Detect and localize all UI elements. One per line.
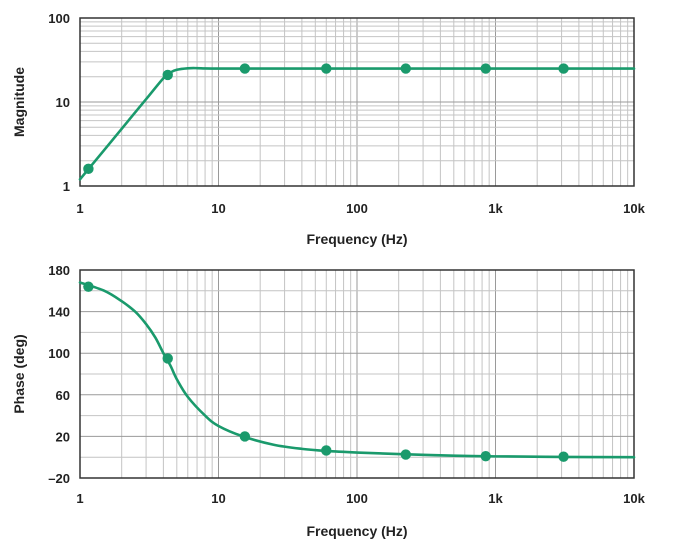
data-point <box>162 69 173 81</box>
data-point <box>400 449 411 460</box>
y-tick-label: 100 <box>48 11 70 26</box>
data-point <box>162 353 173 364</box>
x-tick-label: 1 <box>76 201 83 216</box>
data-point <box>558 451 569 462</box>
x-axis-label: Frequency (Hz) <box>306 523 407 539</box>
y-tick-label: 100 <box>48 346 70 361</box>
y-tick-label: 180 <box>48 263 70 278</box>
data-point <box>83 281 94 292</box>
x-tick-label: 10k <box>623 491 645 506</box>
y-tick-label: 10 <box>56 95 70 110</box>
x-tick-label: 1k <box>488 491 503 506</box>
x-tick-label: 100 <box>346 491 368 506</box>
data-point <box>239 63 251 74</box>
y-gridlines <box>80 21 634 187</box>
y-tick-label: 60 <box>56 388 70 403</box>
series-line <box>78 281 636 459</box>
x-tick-label: 100 <box>346 201 368 216</box>
chart-panel-1: 1 10 100 1k 10k 1 10 100 Frequency (Hz) Magnitude <box>11 11 646 247</box>
x-axis-label: Frequency (Hz) <box>306 231 407 247</box>
y-axis-label: Phase (deg) <box>11 334 27 413</box>
series-line <box>78 66 636 181</box>
y-tick-label: –20 <box>48 471 70 486</box>
x-tick-label: 1k <box>488 201 503 216</box>
data-point <box>480 450 491 462</box>
x-tick-label: 1 <box>76 491 83 506</box>
data-point <box>83 163 94 175</box>
y-tick-label: 1 <box>63 179 70 194</box>
data-point <box>321 445 332 456</box>
chart-panel-2: 1 10 100 1k 10k –20 20 60 100 140 180 Frequency (Hz… <box>11 263 646 539</box>
x-tick-label: 10 <box>211 201 225 216</box>
y-tick-label: 140 <box>48 305 70 320</box>
x-tick-label: 10 <box>211 491 225 506</box>
data-point <box>558 63 569 74</box>
x-tick-label: 10k <box>623 201 645 216</box>
plot-frame <box>79 269 635 479</box>
y-axis-label: Magnitude <box>11 67 27 137</box>
y-tick-label: 20 <box>56 429 70 444</box>
plot-frame <box>79 17 635 187</box>
data-point <box>321 63 332 74</box>
data-point <box>239 431 251 442</box>
data-point <box>400 63 411 74</box>
data-point <box>480 63 491 74</box>
